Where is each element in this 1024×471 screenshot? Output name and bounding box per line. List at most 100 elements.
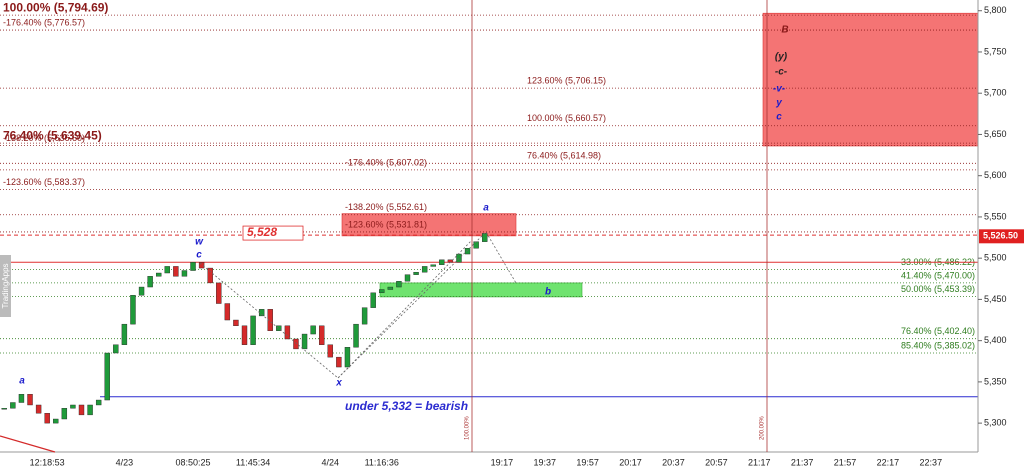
candle	[421, 266, 428, 273]
candle	[301, 333, 308, 350]
candle	[319, 325, 325, 345]
candle	[78, 404, 85, 416]
fib-level-label: 76.40% (5,614.98)	[527, 151, 601, 161]
fib-level-label: -176.40% (5,776.57)	[3, 17, 85, 27]
x-tick-label: 21:37	[791, 457, 814, 467]
wave-label: y	[775, 98, 782, 109]
x-tick-label: 11:16:36	[365, 457, 399, 467]
candle	[181, 270, 188, 277]
vertical-line-label: 200.00%	[760, 416, 766, 440]
candle	[241, 325, 248, 345]
candle	[10, 402, 16, 409]
candle	[138, 286, 145, 296]
price-tag	[979, 229, 1024, 244]
x-tick-label: 4/23	[116, 457, 134, 467]
wave-label: a	[483, 203, 489, 214]
x-tick-label: 19:57	[576, 457, 599, 467]
candle	[27, 394, 33, 406]
candle	[113, 344, 119, 354]
zone	[379, 282, 583, 298]
candle	[379, 289, 385, 294]
wave-projection	[337, 239, 473, 379]
x-tick-label: 4/24	[322, 457, 340, 467]
candle	[293, 338, 299, 350]
fib-level-label: 100.00% (5,660.57)	[527, 113, 606, 123]
wave-label: -v-	[773, 84, 786, 95]
zone	[341, 213, 517, 237]
y-tick-label: 5,650	[984, 129, 1007, 139]
candle	[404, 274, 411, 282]
candle	[156, 272, 162, 277]
candle	[190, 262, 196, 271]
fib-level-label: 123.60% (5,706.15)	[527, 76, 606, 86]
candle	[61, 408, 68, 420]
candle	[95, 399, 102, 406]
candle	[216, 282, 222, 304]
y-tick-label: 5,400	[984, 335, 1007, 345]
x-tick-label: 22:17	[877, 457, 900, 467]
candle	[276, 325, 282, 331]
candle	[439, 259, 445, 265]
x-tick-label: 20:57	[705, 457, 728, 467]
fib-level-label: 100.00% (5,794.69)	[3, 0, 108, 14]
x-tick-label: 21:17	[748, 457, 771, 467]
candle	[250, 315, 256, 345]
fib-level-label: 76.40% (5,639.45)	[3, 128, 102, 142]
candle	[121, 323, 128, 345]
candle	[327, 344, 333, 358]
y-tick-label: 5,550	[984, 211, 1007, 221]
candle	[207, 267, 213, 284]
candle	[87, 404, 93, 416]
candle	[353, 323, 359, 348]
x-tick-label: 19:37	[533, 457, 556, 467]
candle	[473, 241, 479, 249]
x-tick-label: 12:18:53	[30, 457, 65, 467]
candle	[336, 356, 342, 368]
fib-level-label: 85.40% (5,385.02)	[901, 340, 975, 350]
wave-label: -c-	[775, 67, 788, 78]
candle	[370, 292, 376, 308]
wave-label: w	[195, 237, 204, 248]
watermark: TradingApps	[1, 263, 10, 308]
x-tick-label: 08:50:25	[176, 457, 211, 467]
price-tag-label: 5,526.50	[983, 231, 1018, 241]
candle	[344, 347, 351, 368]
fib-level-label: -123.60% (5,583.37)	[3, 177, 85, 187]
candle	[482, 233, 488, 242]
fib-level-label: 50.00% (5,453.39)	[901, 284, 975, 294]
candle	[284, 325, 291, 340]
wave-label: x	[335, 378, 342, 389]
trend-line	[0, 435, 56, 453]
fib-level-label: 41.40% (5,470.00)	[901, 270, 975, 280]
y-tick-label: 5,750	[984, 46, 1007, 56]
wave-label: c	[776, 112, 782, 123]
x-tick-label: 19:17	[491, 457, 514, 467]
fib-level-label: -123.60% (5,531.81)	[345, 219, 427, 229]
fib-level-label: -138.20% (5,636.60)	[3, 133, 85, 143]
candle	[233, 319, 239, 327]
candle	[1, 408, 7, 410]
wave-label: a	[19, 376, 25, 387]
fib-level-label: -176.40% (5,607.02)	[345, 157, 427, 167]
candle	[310, 325, 316, 335]
candle	[44, 413, 50, 424]
y-tick-label: 5,300	[984, 418, 1007, 428]
x-tick-label: 22:37	[920, 457, 943, 467]
candle	[224, 303, 231, 321]
candle	[18, 394, 25, 403]
candle	[104, 352, 110, 401]
fib-level-label: -138.20% (5,552.61)	[345, 202, 427, 212]
y-tick-label: 5,500	[984, 253, 1007, 263]
candle	[164, 266, 170, 274]
candle	[413, 271, 419, 275]
x-tick-label: 11:45:34	[236, 457, 270, 467]
candle	[267, 309, 273, 331]
wave-projection	[199, 231, 517, 379]
candle	[53, 418, 59, 424]
candle	[70, 404, 76, 409]
y-tick-label: 5,350	[984, 376, 1007, 386]
wave-label: B	[781, 25, 788, 36]
x-tick-label: 20:37	[662, 457, 685, 467]
fib-level-label: 76.40% (5,402.40)	[901, 326, 975, 336]
